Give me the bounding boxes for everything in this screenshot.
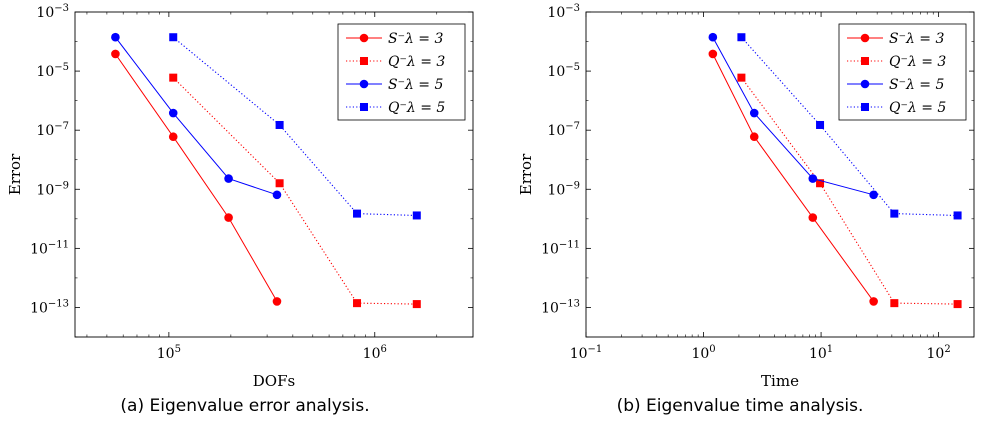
data-point <box>749 132 759 142</box>
legend-marker <box>861 57 869 65</box>
x-axis-label: Time <box>761 372 799 390</box>
data-point <box>353 299 362 308</box>
y-tick-label: 10−13 <box>541 298 580 316</box>
data-point <box>816 120 825 129</box>
y-tick-label: 10−13 <box>30 298 69 316</box>
legend-marker <box>360 57 368 65</box>
data-point <box>168 108 178 118</box>
data-point <box>353 209 362 218</box>
x-tick-label: 106 <box>363 344 387 362</box>
series-1 <box>708 49 878 306</box>
y-tick-label: 10−5 <box>547 62 580 80</box>
legend-label: S⁻λ = 3 <box>388 31 443 47</box>
caption-b: (b) Eigenvalue time analysis. <box>616 396 864 416</box>
data-point <box>890 209 899 218</box>
y-tick-label: 10−3 <box>36 3 69 21</box>
data-point <box>816 179 825 188</box>
series-3 <box>708 32 878 200</box>
legend-marker <box>360 103 368 111</box>
legend-label: Q⁻λ = 5 <box>889 100 946 116</box>
data-point <box>953 211 962 220</box>
data-point <box>869 190 878 200</box>
plot-frame-a <box>74 11 474 338</box>
y-tick-label: 10−9 <box>547 180 580 198</box>
series-line <box>712 53 875 302</box>
legend-a: S⁻λ = 3 Q⁻λ = 3 S⁻λ = 5 Q⁻λ = 5 <box>337 23 466 121</box>
x-tick-label: 105 <box>157 344 181 362</box>
series-4 <box>737 33 962 220</box>
y-tick-label: 10−7 <box>36 121 69 139</box>
legend-marker <box>359 79 369 89</box>
series-1 <box>111 49 282 306</box>
data-point <box>808 213 818 222</box>
data-point <box>953 300 962 309</box>
y-tick-label: 10−3 <box>547 3 580 21</box>
plot-frame-b <box>585 11 975 338</box>
legend-label: S⁻λ = 5 <box>388 77 443 93</box>
legend-label: Q⁻λ = 3 <box>889 54 946 70</box>
series-2 <box>169 73 421 309</box>
legend-label: Q⁻λ = 3 <box>388 54 445 70</box>
series-line <box>114 53 278 302</box>
y-tick-label: 10−5 <box>36 62 69 80</box>
data-point <box>737 33 746 42</box>
data-point <box>272 297 282 306</box>
data-point <box>169 73 178 82</box>
series-line <box>712 36 874 196</box>
y-tick-label: 10−7 <box>547 121 580 139</box>
legend-label: S⁻λ = 3 <box>889 31 944 47</box>
chart-panel-b: 10−1 100 101 102 10−13 10−11 10−9 10−7 10−5 10−3 T… <box>517 3 975 390</box>
legend-marker <box>861 103 869 111</box>
y-tick-label: 10−11 <box>541 239 580 257</box>
legend-marker <box>860 33 870 43</box>
data-point <box>808 174 818 183</box>
legend-label: Q⁻λ = 5 <box>388 100 445 116</box>
data-point <box>412 300 421 309</box>
y-tick-label: 10−9 <box>36 180 69 198</box>
x-tick-label: 100 <box>691 344 715 362</box>
x-tick-label: 10−1 <box>570 344 603 362</box>
legend-box <box>838 23 967 121</box>
data-point <box>111 49 120 59</box>
data-point <box>169 33 178 42</box>
y-axis-label: Error <box>6 153 24 195</box>
data-point <box>168 132 178 142</box>
chart-panel-a: 105 106 10−13 10−11 10−9 10−7 10−5 10−3 DOFs Erro… <box>6 3 474 390</box>
data-point <box>275 179 284 188</box>
data-point <box>749 108 759 118</box>
series-line <box>115 36 278 196</box>
data-point <box>890 299 899 308</box>
series-4 <box>169 33 421 220</box>
data-point <box>412 211 421 220</box>
x-tick-label: 102 <box>927 344 951 362</box>
data-point <box>272 190 282 200</box>
legend-b: S⁻λ = 3 Q⁻λ = 3 S⁻λ = 5 Q⁻λ = 5 <box>838 23 967 121</box>
data-point <box>275 120 284 129</box>
data-point <box>224 213 233 222</box>
x-axis-label: DOFs <box>253 372 295 390</box>
data-point <box>111 32 120 42</box>
x-tick-label: 101 <box>809 344 833 362</box>
series-line <box>172 77 417 305</box>
data-point <box>708 49 718 59</box>
data-point <box>708 32 718 42</box>
y-tick-label: 10−11 <box>30 239 69 257</box>
legend-box <box>337 23 466 121</box>
legend-label: S⁻λ = 5 <box>889 77 944 93</box>
legend-marker <box>359 33 369 43</box>
series-3 <box>111 32 282 200</box>
caption-a: (a) Eigenvalue error analysis. <box>120 396 370 416</box>
y-axis-label: Error <box>517 153 535 195</box>
legend-marker <box>860 79 870 89</box>
data-point <box>737 73 746 82</box>
series-line <box>740 36 958 217</box>
series-line <box>172 36 417 217</box>
data-point <box>869 297 878 306</box>
data-point <box>224 174 233 183</box>
series-2 <box>737 73 962 309</box>
